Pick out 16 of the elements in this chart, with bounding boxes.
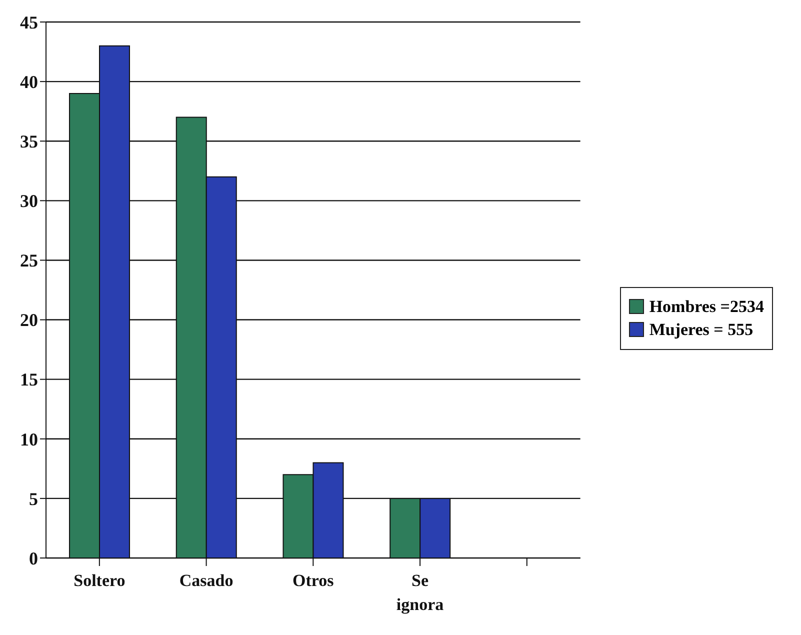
legend-label: Hombres =2534 [649, 296, 764, 316]
y-tick-label: 15 [20, 370, 38, 390]
legend-label: Mujeres = 555 [649, 320, 754, 340]
x-tick-label: Se ignora [396, 571, 444, 614]
y-tick-label: 25 [20, 250, 38, 271]
y-tick-label: 30 [20, 191, 38, 212]
y-tick-label: 0 [29, 548, 38, 568]
y-tick-label: 10 [20, 429, 38, 450]
x-tick-label: Otros [292, 571, 334, 590]
y-tick-label: 5 [29, 488, 38, 509]
y-tick-label: 40 [20, 72, 38, 92]
y-tick-label: 35 [20, 132, 38, 152]
y-tick-label: 45 [20, 12, 38, 32]
x-tick-label: Casado [179, 571, 234, 590]
x-tick-label: Soltero [74, 571, 126, 590]
y-tick-label: 20 [20, 310, 38, 330]
